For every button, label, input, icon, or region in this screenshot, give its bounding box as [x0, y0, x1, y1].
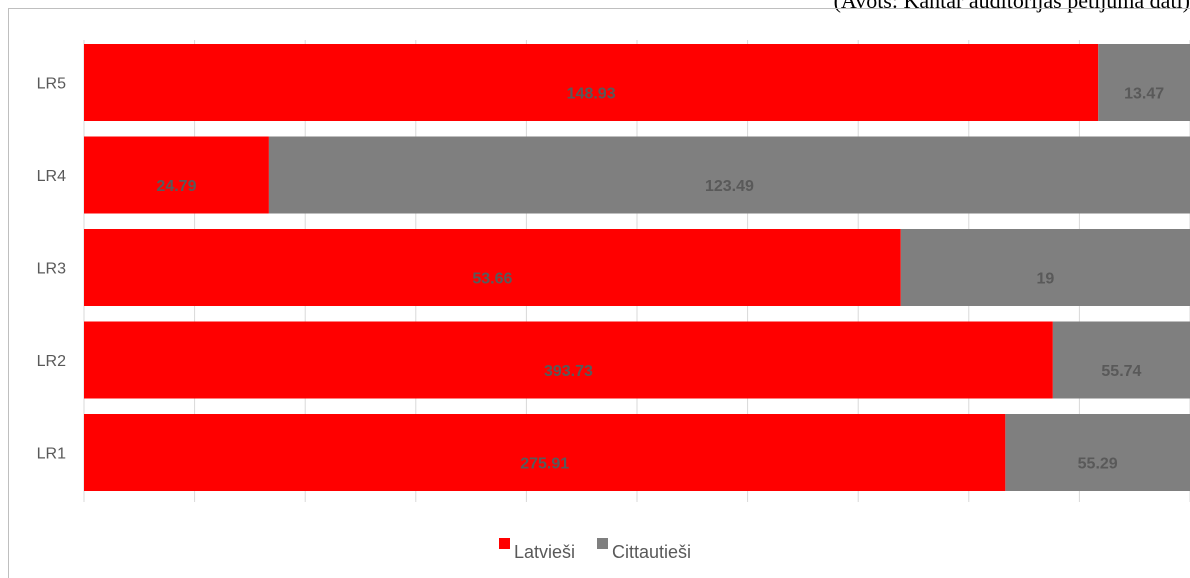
category-label: LR3 [37, 261, 66, 278]
chart-legend: Latvieši Cittautieši [0, 538, 1190, 563]
stacked-bar-chart: 275.91 55.29 LR1 393.73 55.74 LR2 53.66 19 LR3 24… [37, 40, 1190, 502]
category-label: LR2 [37, 353, 66, 370]
category-label: LR1 [37, 446, 66, 463]
bar-lr4-series-0 [84, 136, 269, 214]
bar-lr1-series-0 [84, 414, 1006, 491]
legend-swatch [498, 538, 510, 549]
legend-swatch [597, 538, 608, 549]
bar-lr4-series-1 [268, 136, 1190, 214]
data-label: 55.29 [1078, 456, 1118, 473]
bar-lr2-series-1 [1052, 321, 1190, 399]
data-label: 275.91 [520, 456, 569, 473]
bar-lr5-series-1 [1098, 44, 1190, 121]
data-label: 53.66 [472, 271, 512, 288]
bar-lr5-series-0 [84, 44, 1099, 121]
data-label: 19 [1036, 271, 1054, 288]
category-label: LR5 [37, 76, 66, 93]
bar-lr3-series-1 [900, 229, 1190, 306]
legend-label: Cittautieši [612, 542, 692, 562]
category-label: LR4 [37, 168, 66, 185]
legend-item: Latvieši [498, 538, 575, 563]
bar-lr2-series-0 [84, 321, 1053, 399]
data-label: 393.73 [544, 363, 593, 380]
chart-frame [8, 8, 1190, 578]
data-label: 123.49 [705, 178, 754, 195]
legend-item: Cittautieši [597, 538, 691, 563]
legend-label: Latvieši [513, 542, 575, 562]
bar-lr3-series-0 [84, 229, 901, 306]
data-label: 24.79 [156, 178, 196, 195]
data-label: 148.93 [567, 86, 616, 103]
source-note: (Avots: Kantar auditorijas pētījuma dati… [833, 0, 1190, 13]
bar-lr1-series-1 [1005, 414, 1190, 491]
data-label: 55.74 [1101, 363, 1141, 380]
data-label: 13.47 [1124, 86, 1164, 103]
